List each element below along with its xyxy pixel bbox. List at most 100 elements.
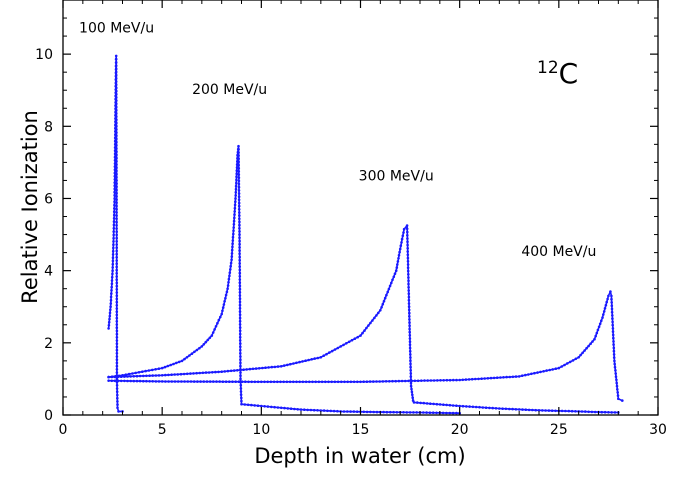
series-marker bbox=[289, 362, 292, 366]
series-marker bbox=[607, 294, 610, 298]
series-marker bbox=[239, 377, 242, 381]
series-marker bbox=[227, 281, 230, 284]
series-marker bbox=[238, 291, 242, 294]
series-marker bbox=[461, 404, 465, 408]
series-marker bbox=[112, 223, 116, 227]
series-marker bbox=[115, 272, 118, 275]
series-marker bbox=[363, 329, 366, 332]
series-marker bbox=[451, 404, 455, 407]
series-marker bbox=[409, 353, 412, 356]
series-marker bbox=[381, 380, 385, 383]
series-marker bbox=[239, 374, 242, 378]
series-marker bbox=[238, 300, 242, 304]
series-marker bbox=[369, 321, 372, 325]
series-marker bbox=[109, 302, 113, 305]
series-marker bbox=[240, 380, 244, 384]
series-marker bbox=[107, 375, 110, 379]
series-marker bbox=[232, 232, 235, 236]
series-marker bbox=[498, 407, 501, 410]
series-marker bbox=[110, 275, 114, 279]
series-marker bbox=[238, 329, 242, 333]
series-marker bbox=[115, 182, 118, 185]
series-marker bbox=[612, 346, 616, 350]
series-marker bbox=[581, 351, 584, 355]
series-marker bbox=[400, 237, 404, 241]
series-marker bbox=[115, 288, 119, 291]
series-marker bbox=[116, 379, 120, 383]
series-marker bbox=[423, 379, 426, 382]
series-marker bbox=[114, 67, 118, 70]
series-marker bbox=[237, 192, 241, 195]
series-marker bbox=[237, 160, 240, 164]
series-marker bbox=[407, 273, 410, 276]
series-marker bbox=[177, 360, 181, 364]
series-marker bbox=[115, 387, 119, 390]
series-marker bbox=[402, 411, 405, 414]
series-marker bbox=[617, 397, 620, 401]
series-marker bbox=[554, 409, 557, 413]
series-marker bbox=[107, 320, 111, 324]
series-marker bbox=[600, 410, 604, 414]
series-marker bbox=[502, 376, 505, 379]
series-marker bbox=[610, 411, 613, 414]
series-marker bbox=[234, 197, 237, 200]
series-marker bbox=[571, 359, 575, 362]
series-marker bbox=[238, 211, 241, 214]
series-marker bbox=[587, 410, 590, 414]
series-marker bbox=[544, 409, 547, 412]
series-marker bbox=[164, 373, 167, 377]
series-marker bbox=[416, 401, 419, 404]
series-marker bbox=[206, 338, 210, 342]
series-markers bbox=[107, 290, 624, 402]
series-marker bbox=[142, 379, 145, 383]
series-marker bbox=[398, 250, 401, 254]
series-marker bbox=[387, 287, 391, 291]
series-marker bbox=[611, 327, 615, 330]
series-marker bbox=[372, 380, 375, 383]
series-marker bbox=[319, 356, 323, 359]
series-marker bbox=[231, 235, 235, 239]
series-marker bbox=[406, 247, 410, 250]
series-marker bbox=[154, 368, 157, 371]
series-marker bbox=[551, 368, 554, 371]
series-marker bbox=[501, 407, 504, 411]
series-marker bbox=[195, 348, 199, 352]
series-marker bbox=[112, 217, 116, 220]
series-marker bbox=[406, 256, 410, 260]
series-marker bbox=[371, 319, 374, 322]
series-marker bbox=[218, 380, 221, 383]
series-marker bbox=[407, 379, 410, 383]
series-marker bbox=[115, 224, 118, 227]
series-marker bbox=[410, 390, 414, 394]
series-marker bbox=[615, 378, 618, 382]
series-marker bbox=[238, 242, 241, 246]
series-marker bbox=[239, 371, 242, 374]
y-tick-label: 10 bbox=[35, 47, 53, 63]
series-marker bbox=[239, 355, 242, 358]
series-marker bbox=[390, 281, 393, 285]
series-marker bbox=[301, 360, 304, 363]
series-marker bbox=[231, 239, 235, 242]
series-marker bbox=[201, 371, 205, 375]
series-marker bbox=[591, 340, 594, 343]
series-marker bbox=[237, 189, 241, 192]
series-marker bbox=[386, 290, 390, 294]
x-tick-label: 30 bbox=[649, 422, 667, 438]
series-marker bbox=[135, 379, 139, 383]
series-marker bbox=[468, 405, 471, 408]
series-marker bbox=[604, 303, 608, 307]
series-marker bbox=[115, 137, 118, 141]
series-marker bbox=[126, 379, 129, 383]
series-marker bbox=[316, 409, 319, 412]
series-marker bbox=[151, 380, 154, 383]
series-marker bbox=[239, 364, 242, 368]
series-marker bbox=[138, 379, 142, 383]
series-marker bbox=[116, 406, 119, 410]
series-marker bbox=[361, 331, 364, 335]
series-marker bbox=[111, 253, 115, 256]
series-marker bbox=[238, 239, 241, 243]
series-marker bbox=[409, 356, 412, 359]
series-marker bbox=[115, 166, 118, 169]
series-marker bbox=[394, 269, 398, 273]
series-marker bbox=[407, 308, 411, 312]
